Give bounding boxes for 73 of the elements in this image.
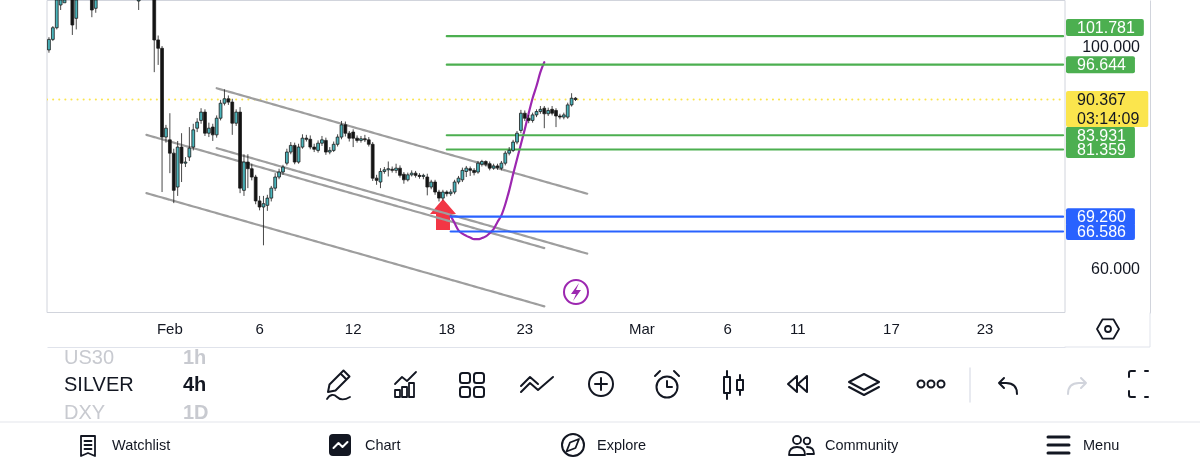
x-tick-label: Feb bbox=[156, 320, 183, 337]
candlestick bbox=[370, 141, 375, 182]
candlestick bbox=[378, 167, 383, 189]
data-label: 66.586 bbox=[1077, 223, 1127, 241]
x-tick-label: Mar bbox=[628, 320, 655, 337]
candlestick bbox=[503, 150, 508, 166]
candlestick bbox=[495, 163, 500, 171]
candlestick bbox=[386, 161, 391, 177]
ref-line-label: 90.367 bbox=[1077, 91, 1127, 109]
candlestick bbox=[394, 163, 398, 174]
candlestick bbox=[554, 107, 558, 128]
text: Chart bbox=[365, 437, 401, 454]
data-label: 81.359 bbox=[1077, 141, 1127, 159]
candlestick bbox=[487, 161, 492, 171]
candlestick bbox=[316, 140, 320, 154]
text: 4h bbox=[183, 373, 207, 395]
x-tick-label: 12 bbox=[344, 320, 362, 337]
candlestick bbox=[359, 135, 363, 144]
candlestick bbox=[460, 167, 465, 183]
text: Explore bbox=[597, 437, 647, 454]
candlestick bbox=[530, 112, 535, 124]
candlestick bbox=[405, 172, 410, 182]
data-label: 96.644 bbox=[1077, 56, 1127, 74]
text: SILVER bbox=[64, 373, 134, 395]
candlestick bbox=[261, 195, 266, 246]
text: 03:14:09 bbox=[1077, 110, 1140, 128]
candlestick bbox=[363, 134, 367, 143]
data-label: 83.931 bbox=[1077, 126, 1127, 144]
y-tick-label: 100.000 bbox=[1082, 37, 1141, 55]
candlestick bbox=[324, 137, 328, 156]
data-label: 101.781 bbox=[1077, 19, 1135, 37]
candlestick bbox=[281, 164, 285, 176]
candlestick bbox=[542, 105, 547, 129]
candlestick bbox=[425, 173, 430, 196]
data-label: 69.260 bbox=[1077, 208, 1127, 226]
x-tick-label: 6 bbox=[723, 320, 732, 337]
text: Community bbox=[825, 437, 900, 454]
candlestick bbox=[90, 0, 94, 18]
candlestick bbox=[468, 166, 472, 177]
x-tick-label: 17 bbox=[883, 320, 900, 337]
candlestick bbox=[444, 189, 449, 197]
candlestick bbox=[417, 172, 422, 180]
line-series bbox=[145, 192, 546, 308]
text: Menu bbox=[1083, 437, 1120, 454]
candlestick bbox=[413, 170, 418, 178]
candlestick bbox=[292, 142, 297, 165]
candlestick bbox=[441, 189, 445, 201]
candlestick bbox=[476, 160, 480, 175]
candlestick bbox=[452, 179, 457, 195]
x-tick-label: 23 bbox=[976, 320, 994, 337]
candlestick bbox=[483, 159, 488, 167]
candlestick bbox=[351, 128, 355, 148]
candlestick bbox=[464, 165, 469, 178]
line-series bbox=[215, 87, 589, 195]
candlestick bbox=[203, 108, 207, 137]
x-tick-label: 6 bbox=[255, 320, 264, 337]
x-tick-label: 23 bbox=[516, 320, 534, 337]
x-tick-label: 18 bbox=[438, 320, 456, 337]
y-tick-label: 60.000 bbox=[1091, 259, 1141, 277]
candlestick bbox=[93, 0, 98, 14]
candlestick bbox=[238, 106, 242, 194]
candlestick bbox=[409, 169, 414, 177]
text: Watchlist bbox=[112, 437, 171, 454]
line-series bbox=[215, 147, 589, 255]
candlestick bbox=[70, 0, 75, 36]
candlestick bbox=[308, 135, 313, 150]
candlestick bbox=[152, 0, 157, 73]
candlestick bbox=[230, 98, 235, 136]
line-series bbox=[145, 133, 546, 250]
candlestick bbox=[136, 0, 141, 11]
candlestick bbox=[526, 114, 531, 124]
x-tick-label: 11 bbox=[790, 320, 806, 337]
candlestick bbox=[519, 109, 523, 134]
